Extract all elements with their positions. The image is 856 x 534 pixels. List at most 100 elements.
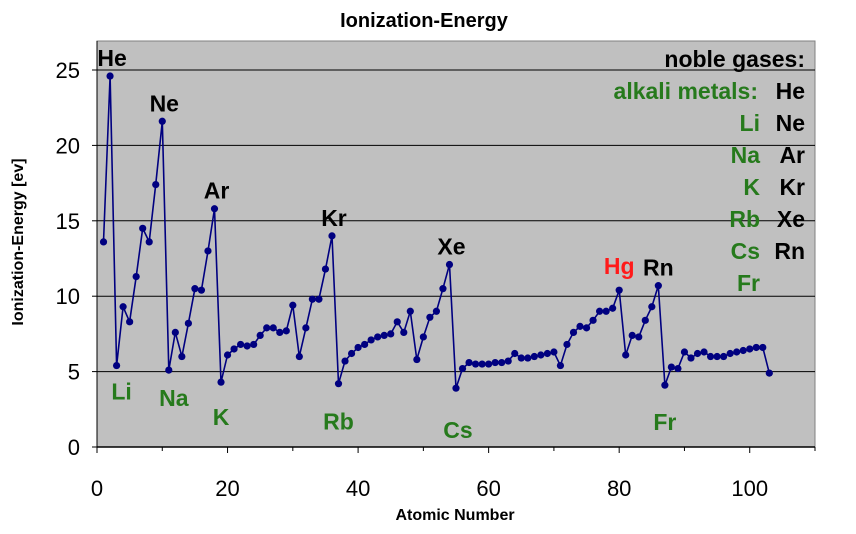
- series-layer: [99, 72, 773, 392]
- data-point: [726, 349, 734, 358]
- data-point: [485, 360, 493, 368]
- legend-alkali-item: Li: [740, 110, 760, 136]
- data-point: [184, 319, 192, 327]
- data-point: [223, 351, 232, 359]
- data-point: [132, 272, 140, 281]
- alkali-metal-label-fr: Fr: [653, 409, 676, 435]
- data-point: [302, 324, 310, 332]
- data-point: [713, 352, 721, 361]
- alkali-metal-label-na: Na: [159, 385, 189, 411]
- chart-title: Ionization-Energy: [340, 10, 509, 32]
- data-point: [563, 340, 571, 349]
- legend-noble-item: Kr: [779, 174, 805, 200]
- data-point: [380, 331, 388, 340]
- data-point: [256, 331, 264, 340]
- data-point: [178, 352, 186, 361]
- legend-alkali-item: Na: [731, 142, 761, 168]
- data-point: [119, 303, 127, 311]
- data-point: [393, 318, 401, 326]
- data-point: [341, 357, 349, 365]
- data-point: [191, 285, 199, 293]
- data-point: [165, 366, 173, 374]
- data-point: [452, 384, 460, 392]
- data-point: [752, 343, 760, 352]
- y-tick-label: 20: [56, 133, 80, 158]
- data-point: [439, 285, 447, 293]
- data-point: [99, 238, 108, 246]
- data-point: [556, 361, 565, 370]
- x-tick-label: 80: [607, 476, 631, 501]
- data-point: [654, 282, 662, 290]
- data-point: [517, 354, 525, 362]
- data-point: [622, 351, 630, 359]
- data-point: [700, 348, 708, 356]
- data-point: [765, 369, 773, 377]
- data-point: [413, 355, 421, 364]
- legend-alkali-title: alkali metals:: [614, 78, 758, 104]
- noble-gas-label-kr: Kr: [321, 205, 347, 231]
- mercury-label: Hg: [604, 253, 635, 279]
- data-point: [269, 324, 277, 332]
- data-point: [197, 286, 206, 294]
- data-point: [263, 324, 271, 332]
- alkali-metal-label-rb: Rb: [323, 409, 354, 435]
- data-point: [171, 328, 179, 336]
- data-point: [550, 348, 558, 356]
- axis-ticks: 0 5 10 15 20 25 0 20 40 60 80 100: [56, 41, 816, 501]
- data-point: [648, 303, 656, 311]
- annotation-layer: He Ne Ar Kr Xe Rn Li Na K Rb Cs Fr Hg: [97, 45, 676, 443]
- legend: noble gases: alkali metals: He Ne Ar Kr Xe Rn Li…: [614, 46, 806, 296]
- data-point: [139, 224, 147, 232]
- data-point: [693, 349, 702, 358]
- x-tick-label: 100: [731, 476, 768, 501]
- data-point: [419, 333, 427, 341]
- data-point: [315, 295, 323, 303]
- data-point: [674, 364, 682, 373]
- data-point: [347, 349, 356, 358]
- data-point: [406, 307, 414, 315]
- data-point: [145, 238, 153, 246]
- data-point: [504, 357, 512, 365]
- data-point: [106, 72, 114, 80]
- data-point: [321, 265, 330, 273]
- data-point: [458, 364, 467, 373]
- data-point: [217, 378, 225, 386]
- legend-alkali-item: K: [743, 174, 760, 200]
- data-point: [250, 340, 258, 349]
- legend-noble-item: Ar: [779, 142, 805, 168]
- data-point: [471, 360, 480, 368]
- data-point: [465, 358, 473, 367]
- data-point: [295, 352, 303, 361]
- data-point: [537, 351, 545, 359]
- data-point: [543, 349, 551, 358]
- data-point: [739, 346, 747, 355]
- data-point: [400, 328, 408, 336]
- data-point: [158, 117, 166, 125]
- data-point: [230, 345, 238, 353]
- data-point: [237, 340, 245, 349]
- data-point: [511, 349, 519, 358]
- y-tick-label: 0: [68, 435, 80, 460]
- y-tick-label: 5: [68, 360, 80, 385]
- data-point: [445, 260, 454, 269]
- data-point: [282, 327, 290, 335]
- data-point: [596, 307, 604, 315]
- data-point: [289, 301, 297, 309]
- alkali-metal-label-cs: Cs: [443, 417, 472, 443]
- data-point: [491, 358, 499, 367]
- x-tick-label: 0: [91, 476, 103, 501]
- x-tick-label: 40: [346, 476, 370, 501]
- data-point: [126, 318, 134, 326]
- data-point: [582, 324, 591, 332]
- data-point: [602, 307, 610, 315]
- data-point: [635, 333, 643, 341]
- data-point: [276, 328, 284, 336]
- data-point: [759, 343, 767, 352]
- data-point: [478, 360, 486, 368]
- legend-noble-item: Ne: [776, 110, 805, 136]
- data-point: [374, 333, 382, 341]
- data-point: [308, 295, 316, 303]
- data-point: [641, 316, 649, 324]
- noble-gas-label-rn: Rn: [643, 255, 674, 281]
- legend-noble-item: He: [776, 78, 805, 104]
